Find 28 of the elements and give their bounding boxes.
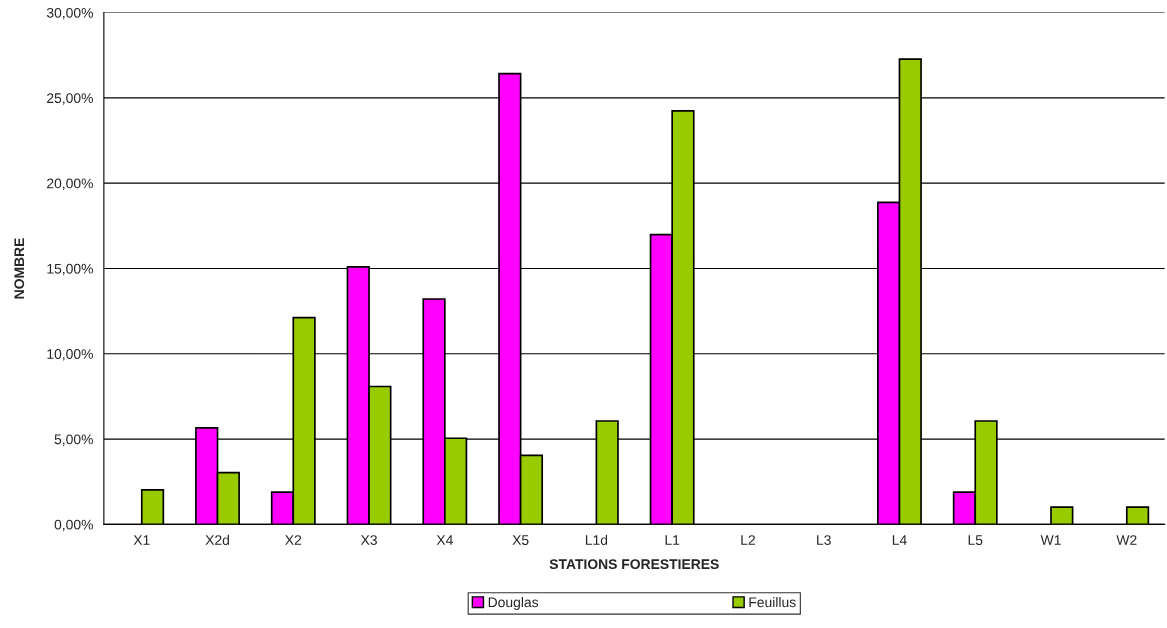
x-tick-label: X1 bbox=[133, 535, 150, 545]
x-tick-label: L5 bbox=[968, 535, 983, 545]
x-axis-title: STATIONS FORESTIERES bbox=[549, 559, 719, 570]
y-tick-label: 15,00% bbox=[47, 263, 93, 276]
y-tick-label: 0,00% bbox=[54, 519, 93, 532]
x-tick-label: X2 bbox=[285, 535, 302, 545]
x-tick-label: L4 bbox=[892, 535, 907, 545]
x-tick-label: X3 bbox=[360, 535, 377, 545]
y-axis-title: NOMBRE bbox=[14, 238, 25, 299]
x-tick-label: W1 bbox=[1040, 535, 1061, 545]
bar bbox=[140, 489, 165, 525]
x-tick-label: W2 bbox=[1116, 535, 1137, 545]
y-tick-label: 30,00% bbox=[46, 7, 93, 20]
y-tick-label: 25,00% bbox=[47, 93, 93, 105]
legend-label: Feuillus bbox=[749, 596, 796, 608]
bar bbox=[1125, 506, 1150, 525]
y-tick-label: 5,00% bbox=[54, 434, 93, 446]
x-tick-label: X2d bbox=[205, 534, 229, 545]
x-tick-label: X5 bbox=[512, 535, 529, 545]
x-tick-label: L2 bbox=[741, 535, 755, 545]
y-tick-label: 10,00% bbox=[47, 349, 93, 361]
x-tick-label: L3 bbox=[817, 535, 831, 545]
bar bbox=[1050, 506, 1074, 525]
legend-label: Douglas bbox=[488, 596, 539, 610]
x-tick-label: X4 bbox=[436, 535, 453, 545]
y-tick-label: 20,00% bbox=[47, 178, 93, 190]
x-tick-label: L1d bbox=[585, 534, 608, 545]
x-tick-label: L1 bbox=[665, 535, 680, 545]
